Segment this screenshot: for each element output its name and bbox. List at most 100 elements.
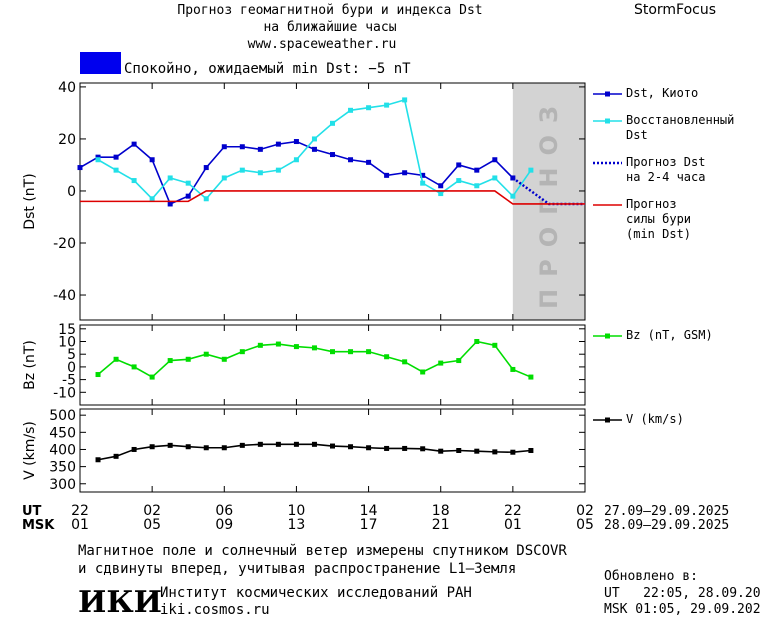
point (293, 344, 299, 350)
point (275, 341, 281, 347)
legend-label: Прогноз Dst на 2-4 часа (626, 155, 706, 184)
y-axis-label: V (km/s) (22, 421, 38, 480)
point (239, 349, 245, 355)
point (131, 178, 137, 184)
point (384, 445, 390, 451)
x-tick-label-msk: 05 (143, 517, 161, 533)
point (239, 167, 245, 173)
point (257, 441, 263, 447)
point (149, 157, 155, 163)
legend-marker (605, 118, 610, 124)
y-tick-label: 0 (67, 360, 76, 376)
y-tick-label: -5 (62, 373, 76, 389)
y-tick-label: 20 (58, 132, 76, 148)
point (366, 445, 372, 451)
x-tick-label: 14 (360, 503, 378, 519)
point (113, 453, 119, 459)
point (366, 105, 372, 111)
point (131, 446, 137, 452)
x-tick-label-msk: 01 (504, 517, 522, 533)
point (456, 178, 462, 184)
point (492, 449, 498, 455)
point (131, 141, 137, 147)
note: Магнитное поле и солнечный ветер измерен… (78, 543, 567, 559)
point (330, 349, 335, 355)
point (275, 167, 281, 173)
x-tick-label-msk: 09 (215, 517, 233, 533)
point (348, 444, 354, 450)
x-tick-label-msk: 05 (576, 517, 594, 533)
forecast-label: ПРОГНОЗ (535, 94, 563, 309)
y-tick-label: 0 (67, 184, 76, 200)
msk-dates: 28.09–29.09.2025 (604, 518, 729, 533)
point (402, 445, 408, 451)
point (113, 167, 119, 173)
updated-msk: MSK 01:05, 29.09.2025 (604, 602, 760, 617)
point (384, 354, 390, 360)
y-tick-label: 10 (58, 335, 76, 351)
y-axis-label: Bz (nT) (22, 340, 38, 390)
legend-marker (605, 91, 610, 97)
series-line (512, 176, 585, 206)
site: iki.cosmos.ru (160, 602, 270, 618)
point (149, 196, 155, 202)
point (203, 196, 209, 202)
legend-label: Прогноз силы бури (min Dst) (626, 197, 692, 241)
point (492, 175, 498, 181)
point (348, 107, 354, 113)
point (311, 136, 317, 142)
point (221, 175, 227, 181)
point (167, 442, 173, 448)
legend-marker (605, 333, 610, 339)
point (474, 448, 480, 454)
legend-label: V (km/s) (626, 412, 684, 426)
point (257, 170, 263, 176)
y-tick-label: -40 (53, 288, 76, 304)
brand: StormFocus (634, 2, 716, 18)
point (257, 146, 263, 152)
legend-label: Dst, Киото (626, 86, 699, 100)
point (330, 120, 335, 126)
panel-frame (79, 324, 586, 406)
point (77, 165, 83, 171)
y-axis-label: Dst (nT) (22, 173, 38, 229)
point (95, 457, 101, 463)
x-tick-label: 06 (215, 503, 233, 519)
point (149, 444, 155, 450)
point (203, 165, 209, 171)
point (311, 441, 317, 447)
point (203, 445, 209, 451)
x-tick-label-msk: 01 (71, 517, 89, 533)
point (185, 193, 191, 199)
point (257, 342, 263, 348)
x-tick-label: 02 (143, 503, 161, 519)
point (167, 175, 173, 181)
y-tick-label: 500 (49, 408, 76, 424)
point (420, 172, 426, 178)
title: Прогноз геомагнитной бури и индекса Dst (177, 3, 482, 18)
point (528, 374, 534, 380)
point (95, 154, 101, 160)
point (348, 349, 354, 355)
legend-label: Восстановленный Dst (626, 113, 735, 142)
y-tick-label: 400 (49, 442, 76, 458)
title: на ближайшие часы (263, 20, 396, 35)
point (438, 191, 444, 197)
point (474, 167, 480, 173)
updated-ut: UT 22:05, 28.09.2025 (604, 586, 760, 601)
point (221, 356, 227, 362)
point (185, 444, 191, 450)
point (492, 342, 498, 348)
point (474, 339, 480, 345)
point (221, 144, 227, 150)
series-line (79, 140, 514, 206)
ut-label: UT (22, 504, 42, 519)
legend-marker (605, 417, 610, 423)
point (366, 159, 372, 165)
y-tick-label: -10 (53, 385, 76, 401)
point (275, 441, 281, 447)
status-box (80, 52, 121, 74)
point (293, 441, 299, 447)
point (239, 442, 245, 448)
